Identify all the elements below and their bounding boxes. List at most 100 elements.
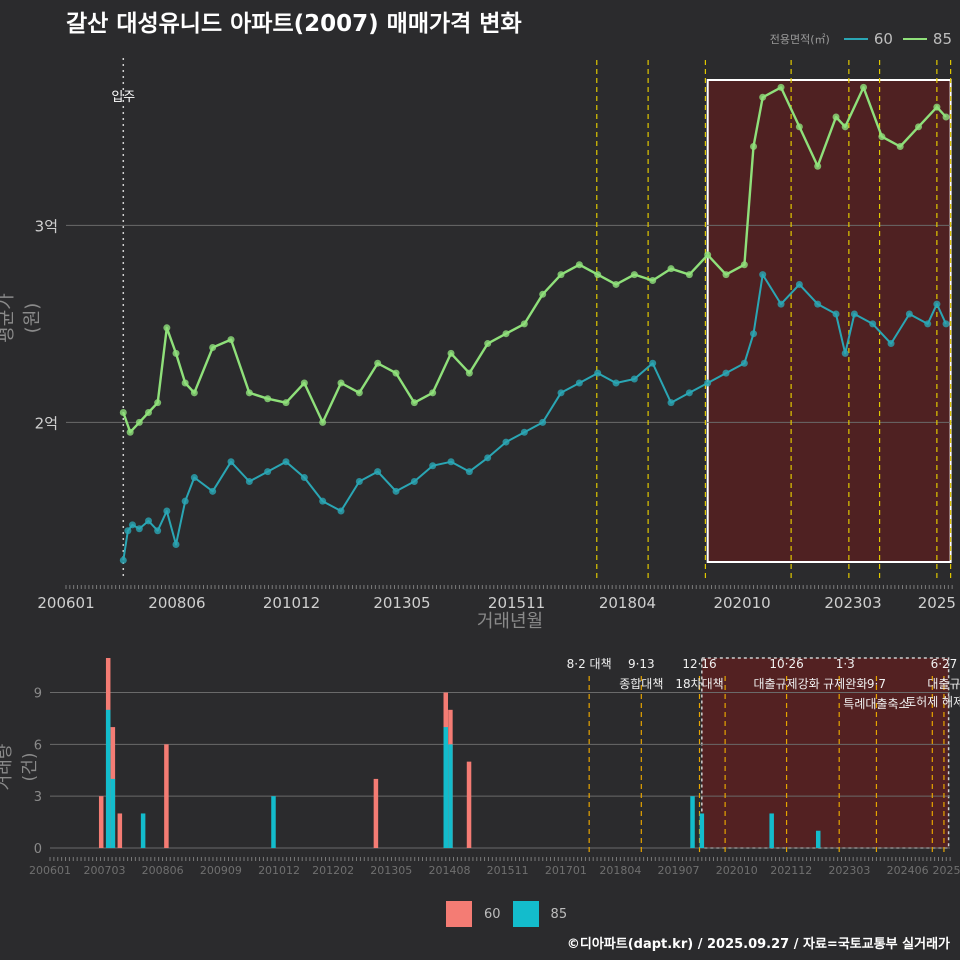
volume-x-tick-label: 202010 bbox=[716, 864, 758, 877]
data-point-85 bbox=[163, 324, 171, 332]
volume-x-tick-label: 202112 bbox=[770, 864, 812, 877]
data-point-60 bbox=[685, 389, 693, 397]
volume-legend-label-60: 60 bbox=[484, 906, 501, 922]
data-point-60 bbox=[795, 280, 803, 288]
data-point-60 bbox=[128, 521, 136, 529]
data-point-85 bbox=[145, 409, 153, 417]
data-point-85 bbox=[667, 265, 675, 273]
data-point-85 bbox=[282, 399, 290, 407]
data-point-60 bbox=[282, 458, 290, 466]
data-point-85 bbox=[612, 280, 620, 288]
volume-bar-85 bbox=[110, 778, 116, 848]
data-point-85 bbox=[154, 399, 162, 407]
policy-label: 12·16 bbox=[682, 657, 716, 671]
volume-x-tick-label: 202406 bbox=[887, 864, 929, 877]
policy-label: 6·27 bbox=[931, 657, 958, 671]
y-tick-label: 2억 bbox=[35, 414, 58, 432]
legend-swatch-60 bbox=[843, 38, 868, 40]
policy-label: 10·26 bbox=[769, 657, 803, 671]
data-point-85 bbox=[557, 271, 565, 279]
data-point-85 bbox=[933, 103, 941, 111]
data-point-60 bbox=[887, 340, 895, 348]
volume-x-tick-label: 200806 bbox=[142, 864, 184, 877]
volume-highlight-box bbox=[701, 657, 950, 849]
policy-label: 대출규 bbox=[927, 677, 960, 691]
data-point-85 bbox=[392, 369, 400, 377]
volume-legend-swatch-85 bbox=[512, 901, 539, 927]
x-tick-label: 200806 bbox=[148, 594, 205, 612]
volume-y-tick-label: 9 bbox=[34, 687, 42, 702]
data-point-60 bbox=[575, 379, 583, 387]
volume-x-tick-label: 200703 bbox=[83, 864, 125, 877]
x-tick-label: 200601 bbox=[37, 594, 94, 612]
volume-bar-85 bbox=[140, 813, 146, 848]
volume-legend-swatch-60 bbox=[446, 901, 472, 927]
legend-swatch-85 bbox=[902, 38, 927, 40]
data-point-60 bbox=[172, 541, 180, 549]
policy-label: 9·13 bbox=[628, 657, 655, 671]
data-point-60 bbox=[392, 487, 400, 495]
data-point-85 bbox=[740, 261, 748, 269]
data-point-60 bbox=[429, 462, 437, 470]
data-point-85 bbox=[878, 133, 886, 141]
data-point-85 bbox=[126, 428, 134, 436]
data-point-60 bbox=[227, 458, 235, 466]
volume-x-tick-label: 201804 bbox=[599, 864, 641, 877]
legend-area: 전용면적(㎡) 60 85 bbox=[770, 30, 952, 48]
volume-legend-label-85: 85 bbox=[550, 906, 568, 922]
data-point-60 bbox=[154, 527, 162, 535]
volume-bar-60 bbox=[117, 813, 123, 848]
volume-legend: 60 85 bbox=[446, 901, 567, 927]
policy-label: 특례대출축소 bbox=[843, 697, 909, 711]
data-point-85 bbox=[915, 123, 923, 131]
data-point-60 bbox=[924, 320, 932, 328]
data-point-85 bbox=[429, 389, 437, 397]
move-in-label: 입주 bbox=[111, 90, 135, 105]
data-point-60 bbox=[124, 527, 132, 535]
data-point-85 bbox=[630, 271, 638, 279]
data-point-85 bbox=[119, 409, 127, 417]
policy-label: 규제완화 bbox=[823, 677, 867, 691]
y-tick-label: 3억 bbox=[35, 217, 58, 235]
data-point-85 bbox=[575, 261, 583, 269]
data-point-85 bbox=[465, 369, 473, 377]
data-point-85 bbox=[172, 349, 180, 357]
data-point-85 bbox=[135, 418, 143, 426]
data-point-85 bbox=[795, 123, 803, 131]
data-point-60 bbox=[740, 359, 748, 367]
legend-label-85: 85 bbox=[932, 30, 952, 48]
data-point-60 bbox=[465, 468, 473, 476]
data-point-85 bbox=[539, 290, 547, 298]
policy-label: 대출규제강화 bbox=[753, 677, 819, 691]
volume-x-tick-label: 201408 bbox=[428, 864, 470, 877]
highlight-period-box bbox=[706, 79, 952, 563]
volume-bar-85 bbox=[271, 796, 276, 848]
data-point-85 bbox=[447, 349, 455, 357]
series-line-85 bbox=[122, 86, 947, 434]
volume-x-tick-label: 201012 bbox=[258, 864, 300, 877]
data-point-60 bbox=[667, 399, 675, 407]
x-tick-label: 202010 bbox=[713, 594, 770, 612]
volume-x-tick-label: 201305 bbox=[370, 864, 412, 877]
data-point-60 bbox=[777, 300, 785, 308]
data-point-60 bbox=[484, 454, 492, 462]
data-point-85 bbox=[594, 271, 602, 279]
x-tick-label: 2025 bbox=[918, 594, 956, 612]
data-point-60 bbox=[704, 379, 712, 387]
data-point-60 bbox=[410, 477, 418, 485]
x-tick-label: 201012 bbox=[263, 594, 320, 612]
data-point-60 bbox=[841, 349, 849, 357]
data-point-60 bbox=[245, 477, 253, 485]
policy-label: 18차대책 bbox=[675, 676, 723, 691]
data-point-60 bbox=[905, 310, 913, 318]
policy-label: 9·7 bbox=[867, 677, 886, 691]
policy-label: 8·2 대책 bbox=[567, 656, 612, 671]
data-point-60 bbox=[933, 300, 941, 308]
data-point-60 bbox=[814, 300, 822, 308]
volume-x-tick-label: 202303 bbox=[828, 864, 870, 877]
data-point-60 bbox=[374, 468, 382, 476]
data-point-85 bbox=[722, 271, 730, 279]
data-point-85 bbox=[942, 113, 950, 121]
data-point-85 bbox=[410, 399, 418, 407]
